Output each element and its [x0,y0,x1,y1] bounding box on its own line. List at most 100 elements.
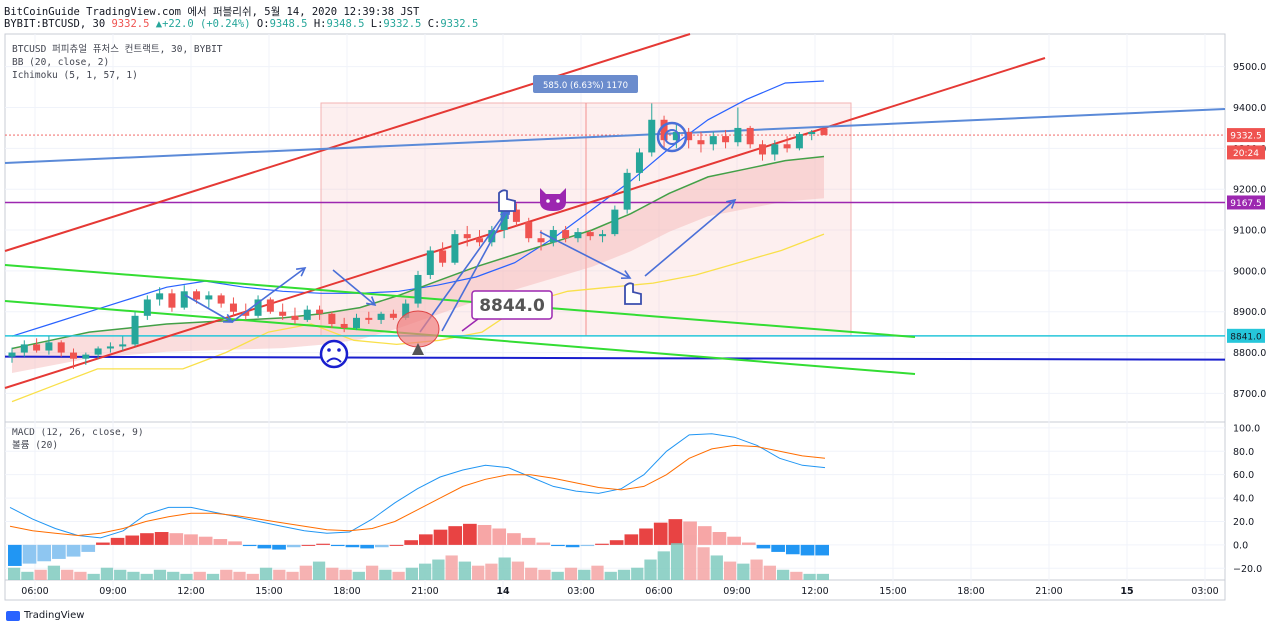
candle [291,307,299,324]
candle-body [94,348,102,355]
ohlc-open: 9348.5 [269,18,308,30]
candle [672,123,680,149]
candle [746,125,754,149]
price-axis-label: 9332.5 [1230,132,1262,142]
macd-histogram-bar [154,532,169,545]
price-axis-label: 20:24 [1233,149,1259,159]
highlight-circle-icon [396,310,440,348]
macd-histogram-bar [815,544,829,556]
candle [709,132,717,151]
candle [316,305,324,320]
candle-body [722,136,730,143]
macd-histogram-bar [96,542,110,545]
signal-line [9,444,826,537]
candle-body [599,234,607,237]
candle-body [20,344,28,353]
candle [562,225,570,243]
candle [340,317,348,333]
candle-body [709,136,717,145]
volume-bar [326,567,339,580]
volume-bar [763,565,776,580]
candle-body [33,344,41,351]
candle-body [426,250,434,275]
price-tick-label: 9000.0 [1233,266,1266,277]
candle [476,230,484,247]
price-axis-label: 8841.0 [1230,332,1262,342]
macd-histogram-bar [345,544,360,548]
volume-bar [193,571,206,580]
candle-body [771,144,779,155]
candle-body [635,152,643,173]
candle-body [45,342,53,351]
candle-body [217,295,225,304]
candle [33,338,41,353]
legend-bb: BB (20, close, 2) [12,57,109,68]
source-line: BitCoinGuide TradingView.com 에서 퍼블리쉬, 5월… [4,6,420,18]
arrow-icon [539,231,632,279]
candle [722,129,730,149]
volume-bar [286,571,299,580]
candle [156,287,164,306]
macd-histogram-bar [580,544,595,547]
candle-body [562,230,570,239]
candle-body [266,299,274,312]
macd-tick-label: 0.0 [1233,540,1248,551]
macd-histogram-bar [81,544,96,552]
price-tick-label: 8700.0 [1233,389,1266,400]
candle [623,168,631,214]
volume-bar [578,569,591,580]
macd-histogram-bar [756,544,771,549]
volume-bar [737,563,750,580]
volume-bar [419,563,432,580]
candle [549,225,557,247]
volume-bar [379,569,392,580]
volume-bar [684,535,697,580]
macd-histogram-bar [286,544,301,548]
volume-bar [312,561,326,580]
candle-body [672,132,680,141]
candle-body [758,144,766,155]
volume-bar [246,573,259,580]
volume-bar [723,561,737,580]
change: +22.0 (+0.24%) [162,18,251,30]
macd-histogram-bar [360,544,374,549]
macd-histogram-bar [697,526,712,545]
candle-body [229,303,237,312]
volume-bar [339,569,352,580]
legend-ichimoku: Ichimoku (5, 1, 57, 1) [12,70,138,81]
measure-label: 585.0 (6.63%) 1170 [543,81,628,91]
candle [57,340,65,357]
macd-histogram-bar [389,544,404,546]
price-axis-badge [1227,195,1265,210]
ohlc-high: 9348.5 [326,18,365,30]
horizontal-levels [4,134,1226,361]
price-tick-label: 9200.0 [1233,185,1266,196]
ohlc-close-key: C: [427,18,441,30]
time-tick-label: 03:00 [1191,586,1218,597]
candle [94,346,102,359]
candle [463,225,471,247]
volume-pane [8,535,829,580]
volume-bar [114,569,127,580]
target-icon [656,121,688,153]
candle-body [131,315,139,345]
time-tick-label: 09:00 [99,586,126,597]
candle-body [242,311,250,316]
arrow-shaft [332,269,376,306]
candle-body [389,313,397,318]
measure-label-box [533,75,638,93]
candle-body [734,127,742,143]
candle-body [500,209,508,231]
volume-bar [657,551,670,580]
candle [279,303,287,320]
volume-bar [47,565,61,580]
macd-histogram-bar [272,544,286,550]
candle-body [808,132,816,135]
ohlc-low-key: L: [370,18,384,30]
macd-histogram-bar [419,534,433,545]
trend-line [4,33,691,252]
pointer-hand-icon-2 [498,189,516,212]
candle [20,340,28,357]
macd-histogram-bar [52,544,66,559]
